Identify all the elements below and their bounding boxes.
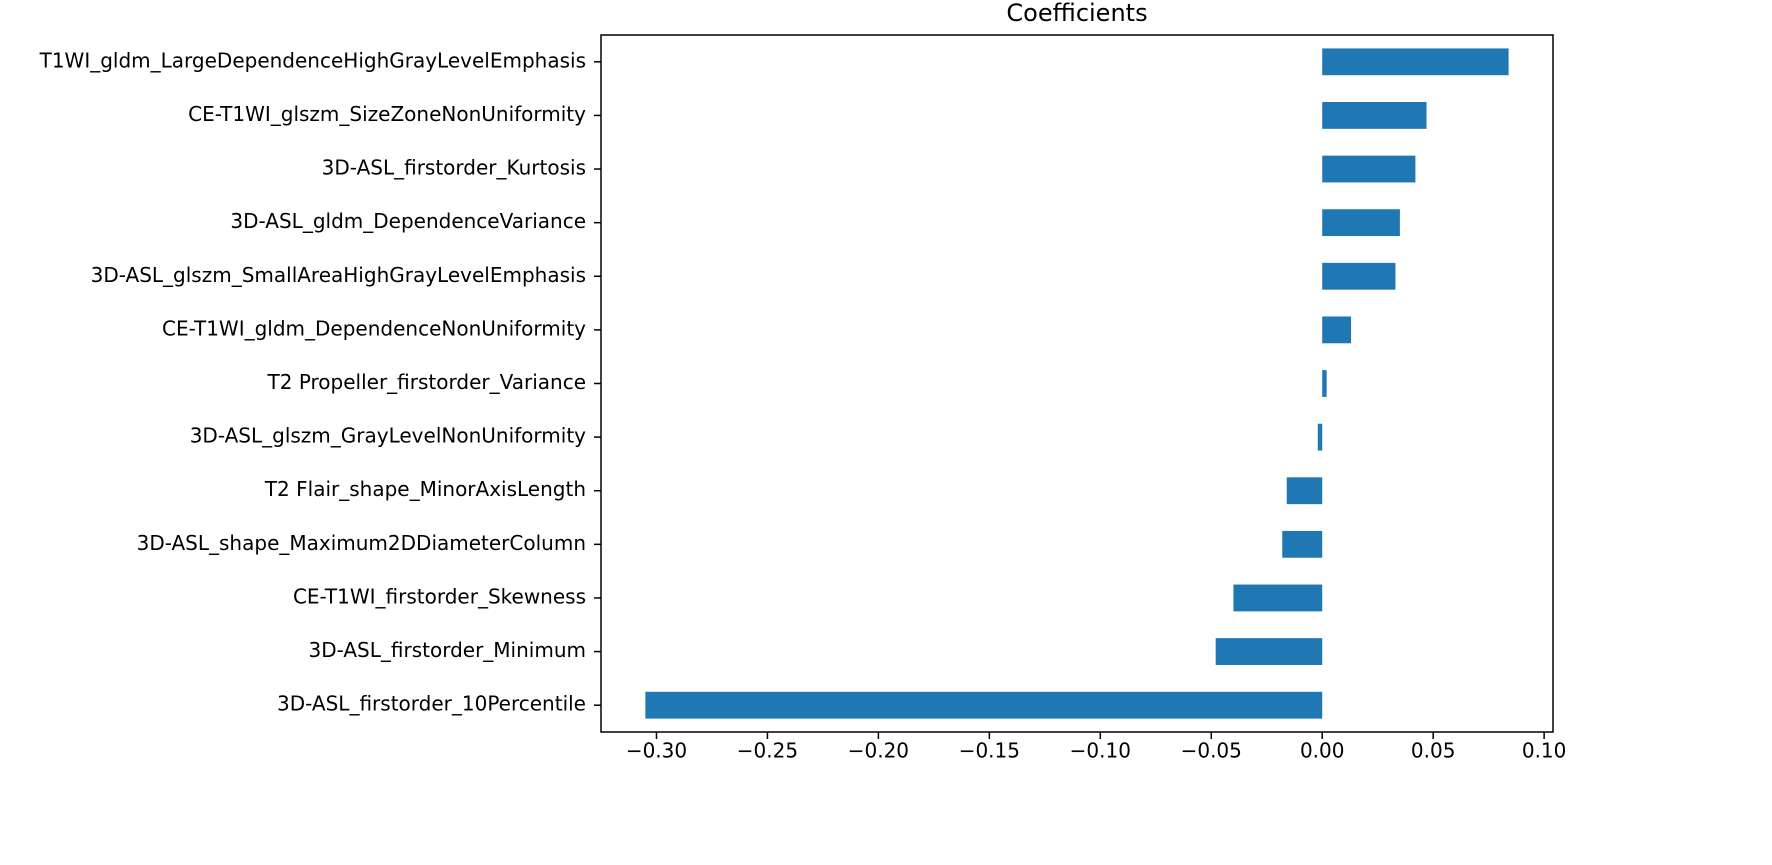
bar [645,691,1323,719]
y-tick-label: 3D-ASL_firstorder_Minimum [308,638,586,662]
bar [1233,584,1323,612]
bar [1322,155,1416,183]
x-tick-label: −0.10 [1070,739,1131,763]
bar [1215,638,1323,665]
y-tick-label: 3D-ASL_firstorder_10Percentile [277,692,586,716]
y-tick-label: 3D-ASL_shape_Maximum2DDiameterColumn [137,531,586,555]
bar [1322,209,1400,237]
plot-frame [600,34,1554,733]
bar [1322,102,1427,129]
bar [1282,530,1323,558]
bar [1317,423,1323,451]
bar [1322,48,1509,76]
bar [1322,316,1352,344]
x-tick-label: 0.10 [1522,739,1567,763]
y-tick-label: T2 Propeller_firstorder_Variance [267,370,586,394]
y-tick-label: CE-T1WI_firstorder_Skewness [293,584,586,608]
x-tick-label: −0.20 [848,739,909,763]
y-tick-label: CE-T1WI_glszm_SizeZoneNonUniformity [188,102,586,126]
y-tick-label: T2 Flair_shape_MinorAxisLength [264,477,586,501]
y-tick-label: 3D-ASL_firstorder_Kurtosis [322,156,586,180]
x-tick-label: −0.30 [626,739,687,763]
x-tick-label: −0.25 [737,739,798,763]
y-tick-label: 3D-ASL_gldm_DependenceVariance [230,209,586,233]
bar [1322,370,1327,397]
y-tick-label: T1WI_gldm_LargeDependenceHighGrayLevelEm… [39,48,586,72]
x-tick-label: 0.00 [1300,739,1345,763]
chart-title: Coefficients [1006,0,1147,27]
x-tick-label: 0.05 [1411,739,1456,763]
y-tick-label: CE-T1WI_gldm_DependenceNonUniformity [162,316,586,340]
bar [1322,262,1396,290]
bar [1286,477,1323,505]
x-tick-label: −0.05 [1181,739,1242,763]
x-tick-label: −0.15 [959,739,1020,763]
y-tick-label: 3D-ASL_glszm_SmallAreaHighGrayLevelEmpha… [91,263,586,287]
y-tick-label: 3D-ASL_glszm_GrayLevelNonUniformity [190,424,586,448]
